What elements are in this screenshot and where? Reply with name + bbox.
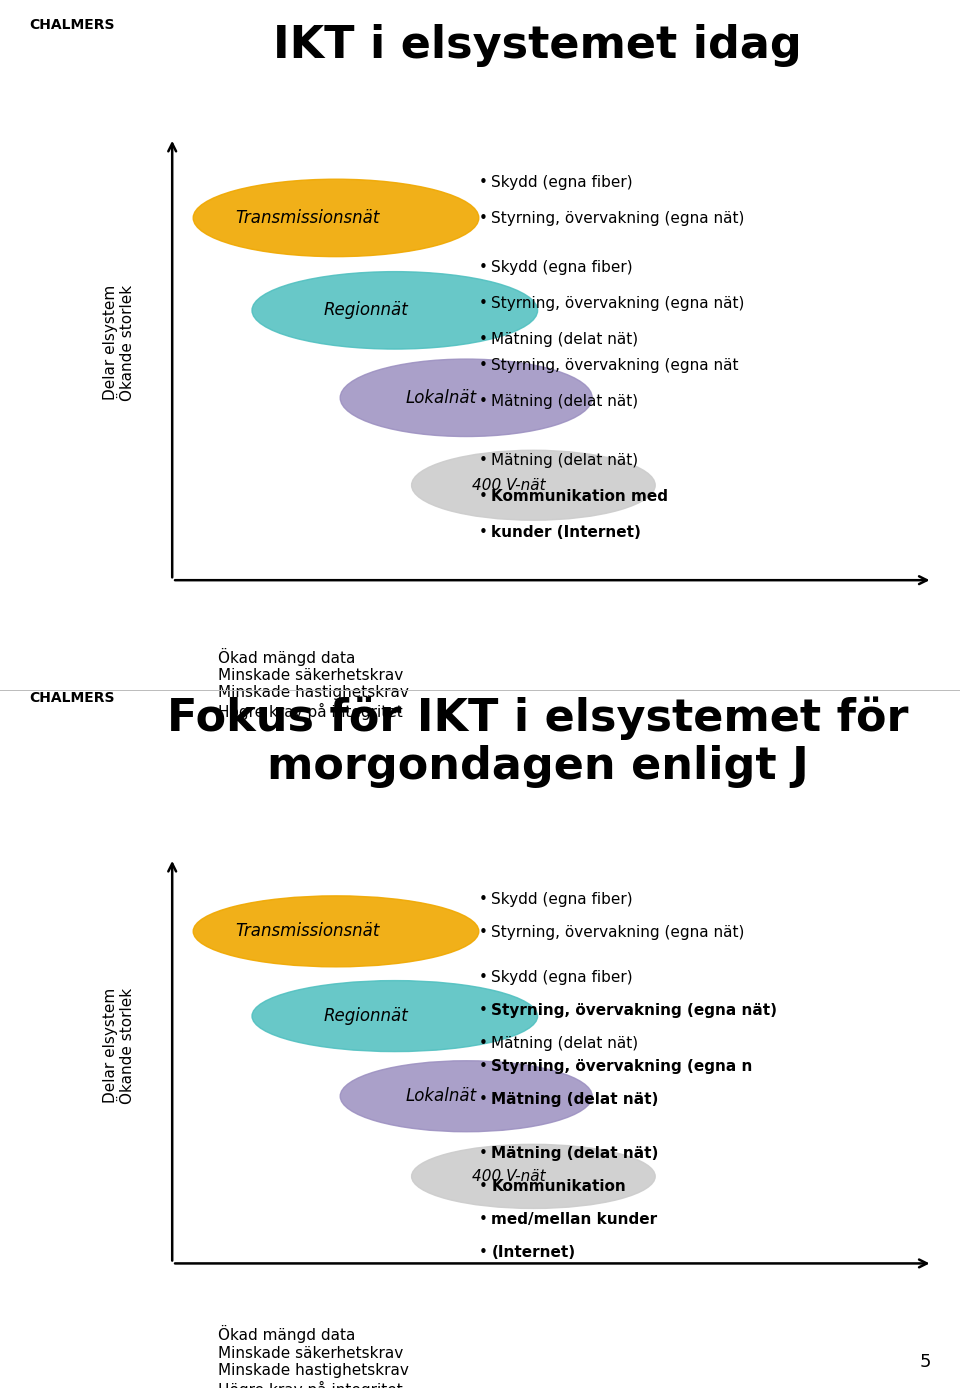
Text: (Internet): (Internet) xyxy=(492,1245,576,1260)
Ellipse shape xyxy=(412,1144,655,1209)
Text: Styrning, övervakning (egna nät): Styrning, övervakning (egna nät) xyxy=(492,211,745,226)
Text: Kommunikation: Kommunikation xyxy=(492,1178,626,1194)
Text: •: • xyxy=(479,452,488,468)
Text: Ökad mängd data
Minskade säkerhetskrav
Minskade hastighetskrav
Högre krav på int: Ökad mängd data Minskade säkerhetskrav M… xyxy=(219,1326,409,1388)
Text: •: • xyxy=(479,1178,488,1194)
Ellipse shape xyxy=(193,179,479,257)
Text: •: • xyxy=(479,297,488,311)
Text: Skydd (egna fiber): Skydd (egna fiber) xyxy=(492,970,633,984)
Text: Styrning, övervakning (egna nät: Styrning, övervakning (egna nät xyxy=(492,358,739,373)
Text: Ökad mängd data
Minskade säkerhetskrav
Minskade hastighetskrav
Högre krav på int: Ökad mängd data Minskade säkerhetskrav M… xyxy=(219,648,409,720)
Text: •: • xyxy=(479,1035,488,1051)
Text: Lokalnät: Lokalnät xyxy=(405,389,476,407)
Text: •: • xyxy=(479,1002,488,1017)
Ellipse shape xyxy=(252,980,538,1052)
Text: Styrning, övervakning (egna nät): Styrning, övervakning (egna nät) xyxy=(492,297,745,311)
Ellipse shape xyxy=(340,359,592,436)
Text: 400 V-nät: 400 V-nät xyxy=(472,1169,546,1184)
Text: Mätning (delat nät): Mätning (delat nät) xyxy=(492,394,638,409)
Text: Delar elsystem
Ökande storlek: Delar elsystem Ökande storlek xyxy=(103,285,135,401)
Text: CHALMERS: CHALMERS xyxy=(29,18,114,32)
Text: •: • xyxy=(479,970,488,984)
Text: •: • xyxy=(479,358,488,373)
Text: •: • xyxy=(479,1059,488,1074)
Text: Lokalnät: Lokalnät xyxy=(405,1087,476,1105)
Text: med/mellan kunder: med/mellan kunder xyxy=(492,1212,658,1227)
Text: CHALMERS: CHALMERS xyxy=(29,691,114,705)
Text: Mätning (delat nät): Mätning (delat nät) xyxy=(492,1035,638,1051)
Text: 5: 5 xyxy=(920,1353,931,1371)
Ellipse shape xyxy=(340,1060,592,1131)
Text: 400 V-nät: 400 V-nät xyxy=(472,477,546,493)
Text: IKT i elsystemet idag: IKT i elsystemet idag xyxy=(274,24,802,67)
Text: •: • xyxy=(479,211,488,226)
Text: Styrning, övervakning (egna nät): Styrning, övervakning (egna nät) xyxy=(492,924,745,940)
Text: •: • xyxy=(479,394,488,409)
Text: Transmissionsnät: Transmissionsnät xyxy=(235,923,379,940)
Text: Mätning (delat nät): Mätning (delat nät) xyxy=(492,1146,659,1160)
Ellipse shape xyxy=(412,450,655,520)
Text: Skydd (egna fiber): Skydd (egna fiber) xyxy=(492,175,633,190)
Text: Regionnät: Regionnät xyxy=(324,301,409,319)
Text: Skydd (egna fiber): Skydd (egna fiber) xyxy=(492,891,633,906)
Text: Mätning (delat nät): Mätning (delat nät) xyxy=(492,332,638,347)
Text: •: • xyxy=(479,489,488,504)
Ellipse shape xyxy=(193,895,479,967)
Text: •: • xyxy=(479,1146,488,1160)
Text: •: • xyxy=(479,891,488,906)
Text: Styrning, övervakning (egna nät): Styrning, övervakning (egna nät) xyxy=(492,1002,778,1017)
Text: •: • xyxy=(479,525,488,540)
Text: Delar elsystem
Ökande storlek: Delar elsystem Ökande storlek xyxy=(103,988,135,1103)
Text: Kommunikation med: Kommunikation med xyxy=(492,489,668,504)
Text: Transmissionsnät: Transmissionsnät xyxy=(235,210,379,226)
Text: •: • xyxy=(479,924,488,940)
Text: •: • xyxy=(479,1092,488,1108)
Text: kunder (Internet): kunder (Internet) xyxy=(492,525,641,540)
Text: Regionnät: Regionnät xyxy=(324,1008,409,1026)
Text: •: • xyxy=(479,175,488,190)
Text: •: • xyxy=(479,332,488,347)
Text: •: • xyxy=(479,1212,488,1227)
Ellipse shape xyxy=(252,272,538,350)
Text: Fokus för IKT i elsystemet för
morgondagen enligt J: Fokus för IKT i elsystemet för morgondag… xyxy=(167,697,908,788)
Text: •: • xyxy=(479,261,488,275)
Text: Mätning (delat nät): Mätning (delat nät) xyxy=(492,452,638,468)
Text: Styrning, övervakning (egna n: Styrning, övervakning (egna n xyxy=(492,1059,753,1074)
Text: •: • xyxy=(479,1245,488,1260)
Text: Skydd (egna fiber): Skydd (egna fiber) xyxy=(492,261,633,275)
Text: Mätning (delat nät): Mätning (delat nät) xyxy=(492,1092,659,1108)
